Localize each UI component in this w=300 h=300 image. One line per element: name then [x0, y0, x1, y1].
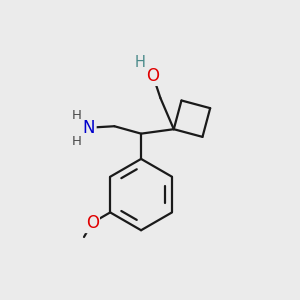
Text: H: H — [72, 109, 82, 122]
Text: N: N — [83, 119, 95, 137]
Text: O: O — [86, 214, 99, 232]
Text: H: H — [134, 55, 145, 70]
Text: O: O — [146, 67, 160, 85]
Text: H: H — [72, 136, 82, 148]
